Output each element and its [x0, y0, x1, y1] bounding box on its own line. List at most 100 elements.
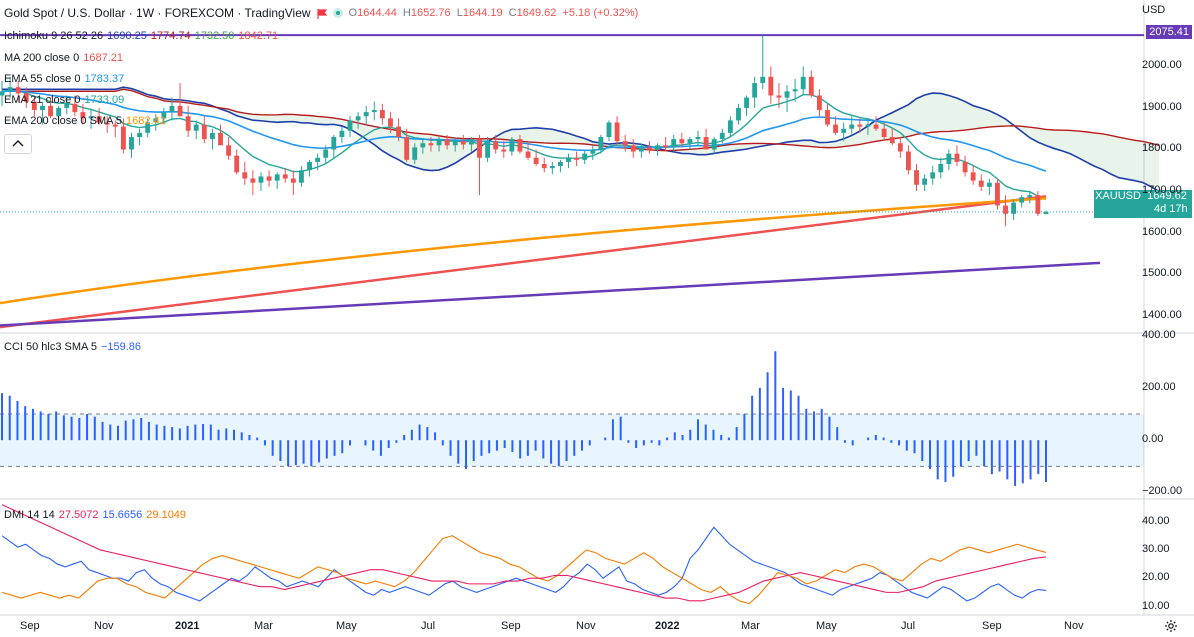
time-axis-label: Nov — [576, 620, 596, 632]
candle-body — [7, 87, 13, 92]
candle-body — [493, 141, 499, 150]
candle-body — [274, 174, 280, 181]
candle-body — [315, 157, 321, 162]
price-tag: XAUUSD 1649.62 4d 17h — [1094, 190, 1192, 218]
candle-body — [339, 130, 345, 138]
ema55-line — [1, 90, 1047, 172]
time-axis-label: May — [816, 620, 837, 632]
price-axis-label: 1700.00 — [1142, 183, 1182, 196]
candle-body — [72, 103, 78, 113]
candle-body — [800, 76, 806, 90]
price-axis-label: 1900.00 — [1142, 100, 1182, 113]
dmi-axis-label: 10.00 — [1142, 599, 1170, 612]
candle-body — [201, 124, 207, 140]
candle-body — [379, 110, 385, 119]
candle-body — [218, 132, 223, 146]
candle-body — [1043, 211, 1049, 215]
trend-line — [0, 261, 1101, 327]
candle-body — [145, 122, 151, 133]
candle-body — [193, 124, 199, 131]
candle-body — [388, 118, 393, 127]
ohlc-values: O1644.44 H1652.76 L1644.19 C1649.62 +5.1… — [348, 7, 639, 19]
candle-body — [962, 161, 968, 173]
market-status-icon[interactable] — [332, 8, 343, 18]
legend-dmi[interactable]: DMI 14 14 27.5072 15.6656 29.1049 — [4, 509, 187, 521]
ma200-line — [0, 195, 1047, 329]
candle-body — [655, 145, 660, 150]
candle-body — [460, 141, 466, 145]
candle-body — [509, 139, 515, 152]
candle-body — [331, 137, 337, 150]
legend-ichimoku[interactable]: Ichimoku 9 26 52 26 1690.25 1774.74 1732.50… — [4, 30, 279, 42]
candle-body — [954, 153, 960, 162]
dmi-line-1 — [1, 535, 1047, 605]
legend-ema21[interactable]: EMA 21 close 0 1733.09 — [4, 94, 125, 106]
candle-body — [679, 139, 685, 144]
price-axis-label: 2000.00 — [1142, 59, 1182, 72]
candle-body — [477, 139, 482, 158]
candle-body — [1027, 195, 1033, 198]
candle-body — [663, 145, 669, 148]
candle-body — [250, 178, 256, 183]
legend-ema55[interactable]: EMA 55 close 0 1783.37 — [4, 73, 125, 85]
candle-body — [96, 116, 102, 123]
candle-body — [266, 176, 272, 181]
legend-cci[interactable]: CCI 50 hlc3 SMA 5 −159.86 — [4, 341, 142, 353]
last-price: 1649.62 — [1147, 190, 1187, 202]
currency-label[interactable]: USD — [1142, 4, 1166, 16]
candle-body — [420, 143, 426, 148]
candle-body — [177, 105, 183, 117]
candle-body — [590, 149, 596, 154]
settings-gear-icon[interactable] — [1164, 619, 1178, 633]
candle-body — [557, 161, 563, 167]
candle-body — [946, 153, 952, 165]
candle-body — [857, 124, 863, 127]
candle-body — [80, 112, 86, 119]
candle-body — [56, 107, 62, 117]
candle-body — [258, 176, 264, 183]
time-axis-label: 2022 — [655, 620, 680, 632]
candle-body — [1003, 205, 1008, 214]
candle-body — [31, 101, 37, 111]
candle-body — [104, 122, 110, 125]
candle-body — [986, 182, 992, 187]
candle-body — [137, 132, 143, 138]
candle-body — [671, 139, 677, 148]
candle-body — [290, 178, 296, 183]
candle-body — [48, 105, 53, 117]
candle-body — [816, 95, 822, 111]
candle-body — [647, 147, 652, 150]
candle-body — [695, 137, 701, 140]
candle-body — [517, 139, 523, 152]
candle-body — [120, 126, 126, 150]
candle-body — [1035, 195, 1041, 214]
candle-body — [15, 87, 21, 94]
candle-body — [129, 137, 134, 150]
time-axis-label: Mar — [741, 620, 760, 632]
candle-body — [614, 122, 620, 142]
time-axis-label: Jul — [901, 620, 916, 632]
time-axis-label: May — [336, 620, 357, 632]
candle-body — [825, 110, 830, 125]
flag-icon[interactable] — [316, 8, 327, 19]
countdown: 4d 17h — [1154, 203, 1188, 215]
candle-body — [736, 107, 741, 121]
candle-body — [752, 83, 758, 98]
symbol-title[interactable]: Gold Spot / U.S. Dollar · 1W · FOREXCOM … — [4, 6, 311, 20]
ema200-line — [0, 197, 1047, 305]
ema21-line — [1, 89, 1047, 200]
candle-body — [549, 166, 555, 169]
candle-body — [541, 164, 547, 169]
candle-body — [914, 170, 919, 185]
cci-axis-label: 400.00 — [1142, 328, 1176, 341]
collapse-legend-button[interactable] — [4, 134, 32, 154]
candle-body — [468, 139, 474, 145]
candle-body — [873, 124, 879, 129]
candle-body — [501, 149, 507, 152]
legend-ma200[interactable]: MA 200 close 0 1687.21 — [4, 52, 123, 64]
candle-body — [323, 149, 329, 158]
candle-body — [363, 112, 369, 117]
candle-body — [833, 124, 839, 133]
legend-ema200[interactable]: EMA 200 close 0 SMA 5 1682.41 — [4, 115, 166, 127]
